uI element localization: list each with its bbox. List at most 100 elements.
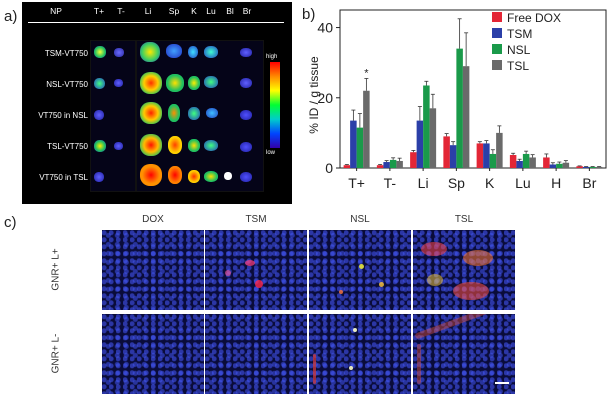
column-header-tsl: TSL <box>454 214 474 225</box>
bar <box>462 66 470 168</box>
bar <box>549 164 557 168</box>
dox-signal <box>414 314 492 340</box>
significance-marker: * <box>364 67 369 79</box>
dox-signal <box>453 282 489 300</box>
x-tick-label: T- <box>384 175 397 191</box>
bar <box>429 108 437 168</box>
bar <box>443 136 450 168</box>
header-liver: Li <box>144 6 152 16</box>
colorbar <box>270 62 280 148</box>
bar <box>589 166 596 168</box>
row-header-gnr-lplus: GNR+ L+ <box>50 248 62 291</box>
x-tick-label: Sp <box>448 175 465 191</box>
x-tick-label: H <box>551 175 561 191</box>
bar <box>343 165 351 168</box>
header-lung: Lu <box>206 6 216 16</box>
lung-signal <box>206 108 218 118</box>
row-label: TSM-VT750 <box>44 49 88 58</box>
bar <box>449 145 457 168</box>
bar <box>595 166 603 168</box>
bar <box>509 155 517 168</box>
bar <box>556 163 563 168</box>
tumor-signal <box>94 172 104 182</box>
spleen-signal <box>166 74 184 92</box>
panel-c-label: c) <box>4 214 17 231</box>
dox-signal <box>245 260 255 266</box>
header-np: NP <box>50 6 62 16</box>
micrograph-tsl-lminus <box>413 314 515 394</box>
micrograph-nsl-lminus <box>309 314 411 394</box>
header-tumor-plus: T+ <box>93 6 105 16</box>
micrograph-dox-lplus <box>102 230 204 310</box>
x-tick-label: Br <box>582 175 596 191</box>
bar <box>476 143 484 168</box>
row-label: VT750 in NSL <box>38 111 88 120</box>
bar <box>363 90 370 168</box>
scale-bar <box>495 382 509 384</box>
liver-signal <box>140 42 160 62</box>
lung-signal <box>204 171 218 182</box>
y-axis-label: % ID / g tissue <box>307 56 321 134</box>
row-label: VT750 in TSL <box>39 173 88 182</box>
row-label: TSL-VT750 <box>47 142 88 151</box>
bar <box>396 160 403 168</box>
dox-signal <box>359 264 364 269</box>
tumor-signal <box>114 48 124 57</box>
header-kidney: K <box>191 6 197 16</box>
bar <box>543 157 550 168</box>
kidney-signal <box>188 76 200 90</box>
y-tick-label: 20 <box>317 90 333 106</box>
legend-label: TSL <box>507 59 529 73</box>
dox-signal <box>349 366 353 370</box>
bar <box>562 162 570 168</box>
plot-frame <box>339 9 607 169</box>
x-tick-label: Lu <box>515 175 531 191</box>
row-label: NSL-VT750 <box>46 80 88 89</box>
bar <box>423 85 430 168</box>
bar <box>350 120 357 168</box>
spleen-signal <box>166 44 182 58</box>
dox-signal <box>463 250 493 266</box>
legend-swatch <box>492 28 502 38</box>
header-blood: Bl <box>226 6 234 16</box>
x-tick-label: T+ <box>348 175 365 191</box>
legend-label: NSL <box>507 43 531 57</box>
bar <box>576 166 583 168</box>
spleen-signal <box>168 136 182 154</box>
bar <box>516 160 523 168</box>
header-tumor-minus: T- <box>117 6 125 16</box>
dox-signal <box>339 290 343 294</box>
legend-swatch <box>492 44 502 54</box>
micrograph-nsl-lplus <box>309 230 411 310</box>
bar <box>489 153 497 168</box>
x-tick-label: K <box>485 175 495 191</box>
colorbar-low-label: low <box>266 150 276 156</box>
legend-label: Free DOX <box>507 11 561 25</box>
x-tick-label: Li <box>418 175 429 191</box>
panel-a-fluorescence-image: NP T+ T- Li Sp K Lu Bl Br TSM-VT750 NSL-… <box>22 2 292 204</box>
legend-label: TSM <box>507 27 532 41</box>
y-tick-label: 0 <box>325 160 333 176</box>
brain-signal <box>240 172 252 182</box>
panel-a-label: a) <box>4 8 18 25</box>
brain-signal <box>240 48 252 57</box>
header-brain: Br <box>242 6 252 16</box>
tumor-signal <box>94 46 106 58</box>
bar <box>522 153 530 168</box>
lung-signal <box>204 140 218 151</box>
micrograph-tsm-lplus <box>205 230 307 310</box>
tumor-signal <box>94 140 106 152</box>
micrograph-dox-lminus <box>102 314 204 394</box>
bar <box>410 152 417 168</box>
dox-signal <box>417 344 421 384</box>
header-divider <box>28 22 284 23</box>
spleen-signal <box>168 166 182 184</box>
spleen-signal <box>168 104 180 122</box>
column-header-dox: DOX <box>142 214 164 225</box>
dox-signal <box>421 242 447 256</box>
tumor-signal <box>94 78 105 89</box>
bar <box>416 120 424 168</box>
bar <box>356 127 364 168</box>
kidney-signal <box>188 139 200 152</box>
bar <box>529 157 536 168</box>
